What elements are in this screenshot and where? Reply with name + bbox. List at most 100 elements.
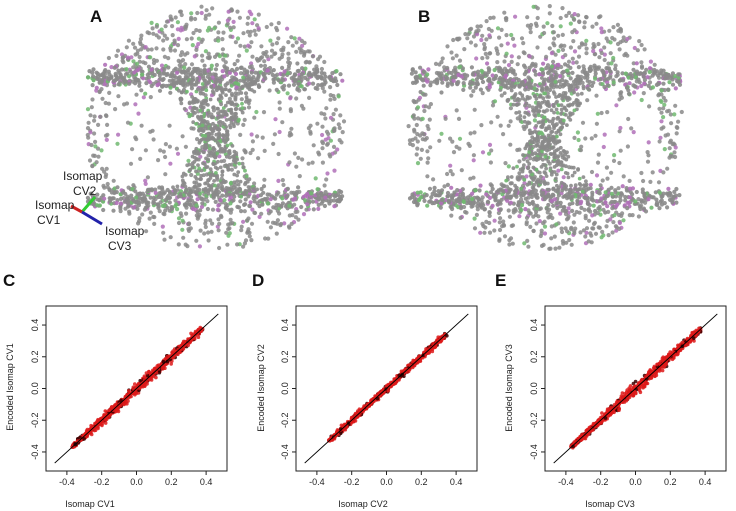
- cloud-sheet-point: [209, 85, 214, 89]
- cloud-ring-point: [519, 207, 524, 213]
- cloud-ring-point: [303, 198, 308, 203]
- cloud-point: [104, 113, 109, 119]
- cloud-point: [639, 60, 644, 65]
- cloud-ring-point: [631, 83, 636, 88]
- cloud-point: [228, 34, 233, 39]
- cloud-ring-point: [159, 192, 164, 197]
- cloud-point: [480, 221, 485, 226]
- cloud-point: [598, 14, 603, 19]
- cloud-point: [216, 38, 221, 43]
- cloud-ring-point: [285, 71, 290, 76]
- cloud-point: [235, 242, 240, 247]
- cloud-ring-point: [576, 74, 581, 79]
- cloud-ring-point: [475, 204, 480, 209]
- cloud-point: [608, 51, 613, 56]
- cloud-ring-point: [544, 206, 549, 211]
- cloud-ring-point: [201, 197, 206, 202]
- cloud-ring-point: [613, 204, 619, 209]
- cloud-point: [151, 31, 156, 36]
- cloud-ring-point: [568, 76, 573, 81]
- panel-label-d: D: [252, 271, 264, 290]
- cloud-ring-point: [260, 202, 265, 207]
- cloud-point: [264, 24, 269, 30]
- cloud-sheet-point: [544, 86, 549, 91]
- cloud-sheet-point: [549, 108, 554, 113]
- cloud-point: [528, 29, 533, 35]
- cloud-sheet-point: [552, 170, 557, 174]
- cloud-point: [276, 151, 281, 157]
- cloud-ring-point: [307, 81, 312, 86]
- cloud-point: [191, 30, 196, 36]
- cloud-ring-point: [144, 81, 149, 86]
- cloud-point: [286, 51, 291, 56]
- cloud-point: [625, 144, 631, 149]
- cloud-point: [269, 48, 275, 53]
- cloud-ring-point: [133, 78, 138, 83]
- cloud-sheet-point: [185, 82, 190, 87]
- cloud-ring-point: [271, 68, 276, 73]
- cloud-ring-point: [138, 191, 143, 196]
- cloud-point: [87, 158, 93, 163]
- cloud-point: [583, 42, 588, 47]
- cloud-point: [618, 40, 623, 45]
- cloud-point: [599, 235, 604, 240]
- cloud-ring-point: [591, 203, 596, 208]
- cloud-sheet-point: [220, 169, 225, 174]
- cloud-ring-point: [418, 89, 423, 95]
- cloud-point: [613, 63, 618, 68]
- legend-cv3-line1: Isomap: [105, 224, 145, 238]
- cloud-ring-point: [676, 76, 681, 81]
- cloud-point: [261, 51, 266, 56]
- cloud-point: [545, 210, 550, 215]
- cloud-point: [583, 213, 588, 218]
- cloud-sheet-point: [173, 188, 177, 192]
- cloud-point: [491, 15, 496, 20]
- cloud-point: [676, 119, 681, 124]
- cloud-sheet-point: [543, 128, 548, 133]
- cloud-point: [195, 216, 200, 221]
- cloud-sheet-point: [230, 154, 235, 159]
- cloud-point: [313, 176, 318, 181]
- cloud-point: [238, 43, 243, 48]
- cloud-point: [645, 159, 651, 164]
- cloud-sheet-point: [531, 165, 536, 170]
- cloud-ring-point: [596, 190, 601, 195]
- cloud-point: [134, 92, 139, 97]
- cloud-sheet-point: [211, 115, 216, 120]
- cloud-sheet-point: [545, 181, 550, 186]
- cloud-point: [172, 48, 178, 53]
- cloud-sheet-point: [507, 187, 511, 191]
- cloud-point: [99, 148, 104, 153]
- cloud-point: [563, 53, 568, 58]
- cloud-point: [420, 137, 425, 142]
- cloud-point: [503, 161, 508, 166]
- x-axis-title-c: Isomap CV1: [65, 499, 115, 509]
- cloud-point: [226, 9, 231, 14]
- cloud-ring-point: [302, 87, 307, 92]
- cloud-sheet-point: [219, 186, 224, 191]
- cloud-point: [324, 106, 329, 111]
- cloud-point: [657, 106, 662, 111]
- cloud-ring-point: [126, 203, 131, 208]
- cloud-ring-point: [668, 76, 673, 81]
- cloud-sheet-point: [240, 110, 245, 115]
- cloud-point: [546, 215, 551, 220]
- cloud-ring-point: [659, 198, 664, 203]
- cloud-ring-point: [115, 185, 120, 190]
- cloud-sheet-point: [516, 97, 520, 101]
- cloud-ring-point: [112, 190, 117, 195]
- cloud-ring-point: [498, 207, 503, 212]
- cloud-ring-point: [209, 63, 214, 68]
- cloud-point: [88, 113, 93, 118]
- cloud-point: [549, 236, 554, 241]
- cloud-sheet-point: [541, 79, 546, 84]
- cloud-point: [89, 105, 94, 110]
- cloud-point: [235, 9, 240, 14]
- cloud-point: [507, 238, 512, 243]
- cloud-point: [319, 66, 324, 72]
- cloud-ring-point: [608, 69, 613, 74]
- cloud-sheet-point: [235, 157, 240, 162]
- cloud-point: [301, 212, 307, 217]
- cloud-point: [440, 56, 445, 61]
- cloud-ring-point: [119, 67, 125, 72]
